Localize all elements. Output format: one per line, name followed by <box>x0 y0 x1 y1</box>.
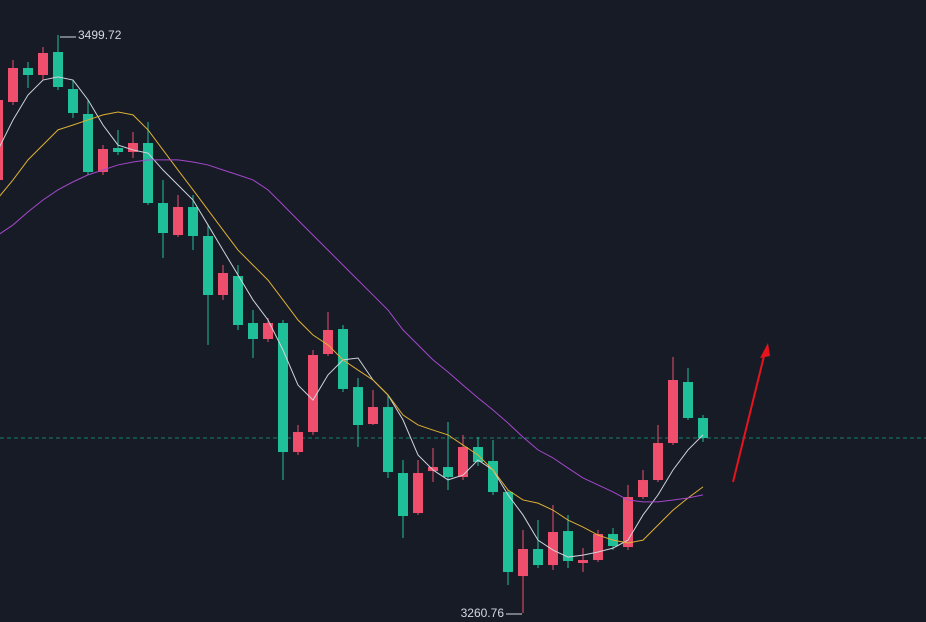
candle-body <box>398 473 408 517</box>
candle-body <box>368 407 378 425</box>
moving-average <box>0 159 704 503</box>
arrow-head <box>760 343 770 358</box>
candle-body <box>638 480 648 498</box>
arrow-shaft <box>732 351 766 483</box>
candle-body <box>53 52 63 88</box>
candle-body <box>698 418 708 439</box>
candle-body <box>203 236 213 296</box>
low-annotation: 3260.76 <box>461 606 505 620</box>
candle-body <box>623 497 633 548</box>
candle-body <box>68 89 78 114</box>
candle-body <box>8 67 18 103</box>
candle-body <box>338 329 348 390</box>
candle-body <box>233 276 243 326</box>
candle-body <box>683 382 693 419</box>
candle-body <box>413 473 423 514</box>
moving-average <box>0 111 704 544</box>
candle-body <box>593 534 603 561</box>
plot <box>0 35 926 614</box>
candle-body <box>0 99 3 181</box>
candle-body <box>443 467 453 478</box>
candle-body <box>503 492 513 573</box>
candle-body <box>458 447 468 478</box>
candle-body <box>668 380 678 444</box>
candle-body <box>653 443 663 481</box>
candle-body <box>308 355 318 433</box>
candle-body <box>128 143 138 153</box>
candle-body <box>143 143 153 204</box>
candle-body <box>533 549 543 566</box>
candle-body <box>323 330 333 355</box>
candle-body <box>353 387 363 426</box>
candle-body <box>188 207 198 237</box>
candle-body <box>518 549 528 577</box>
candle-body <box>548 532 558 566</box>
candle-body <box>158 203 168 234</box>
candle-body <box>23 67 33 76</box>
candle-body <box>248 323 258 340</box>
candle-body <box>173 207 183 236</box>
candle-body <box>38 52 48 76</box>
candle-body <box>383 407 393 473</box>
candle-body <box>263 323 273 340</box>
candle-body <box>293 432 303 453</box>
candle-body <box>428 467 438 472</box>
candle-body <box>563 531 573 562</box>
candle-body <box>98 149 108 173</box>
high-annotation: 3499.72 <box>78 28 122 42</box>
candle-body <box>113 148 123 153</box>
candle-body <box>278 323 288 453</box>
candle-body <box>578 560 588 564</box>
candle-body <box>83 114 93 173</box>
candle-body <box>218 273 228 296</box>
candle-body <box>488 461 498 493</box>
moving-average <box>0 76 704 558</box>
